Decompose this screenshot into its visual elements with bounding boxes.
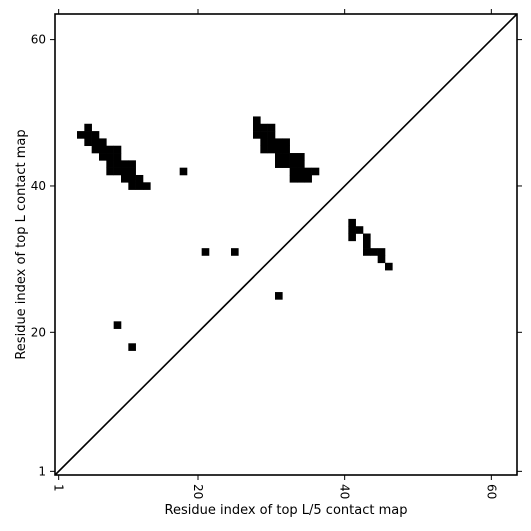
contact-top-l5-1	[231, 248, 239, 256]
contact-top-l5-6	[348, 226, 356, 234]
contact-top-l-24	[135, 174, 144, 183]
contact-top-l-19	[113, 167, 122, 176]
contact-top-l-11	[99, 153, 107, 161]
contact-top-l-34	[260, 131, 268, 139]
contact-top-l-56	[289, 174, 298, 183]
contact-top-l-18	[106, 167, 114, 176]
contact-top-l5-13	[377, 248, 386, 256]
contact-top-l-40	[260, 145, 268, 154]
contact-top-l5-7	[355, 226, 364, 234]
contact-top-l-21	[128, 167, 136, 176]
contact-top-l-36	[260, 138, 268, 147]
contact-top-l-32	[267, 123, 276, 132]
contact-top-l-28	[179, 167, 188, 176]
contact-top-l-10	[113, 145, 122, 154]
diagonal-line	[54, 13, 518, 476]
tick-labels: 1 20 40 60 1 20 40 60	[31, 33, 499, 500]
contact-top-l5-11	[363, 248, 371, 256]
y-tick-label-0: 1	[38, 464, 46, 478]
contact-top-l-8	[99, 145, 107, 154]
contact-top-l-51	[297, 160, 305, 168]
contact-top-l-47	[297, 153, 305, 161]
contact-top-l5-10	[363, 240, 371, 249]
contact-top-l-4	[84, 138, 92, 147]
contact-top-l-44	[275, 153, 283, 161]
contact-top-l-0	[77, 131, 85, 139]
contact-top-l-54	[304, 167, 312, 176]
contact-top-l-30	[253, 123, 261, 132]
contact-top-l-5	[91, 138, 100, 147]
contact-top-l-15	[113, 160, 122, 168]
contact-top-l-20	[121, 167, 129, 176]
x-tick-label-1: 20	[191, 484, 205, 499]
contact-top-l-12	[106, 153, 114, 161]
contact-top-l-16	[121, 160, 129, 168]
contact-top-l-26	[135, 182, 144, 190]
contact-top-l-2	[84, 123, 92, 132]
x-tick-label-2: 40	[338, 484, 352, 499]
contact-top-l-46	[289, 153, 298, 161]
x-tick-label-3: 60	[484, 484, 498, 499]
contact-top-l5-8	[348, 233, 356, 242]
contact-top-l-22	[121, 174, 129, 183]
contact-top-l-50	[289, 160, 298, 168]
contact-top-l-55	[311, 167, 320, 176]
y-tick-label-1: 20	[31, 325, 46, 339]
contact-top-l-6	[99, 138, 107, 147]
contact-top-l-31	[260, 123, 268, 132]
contact-top-l5-12	[370, 248, 378, 256]
contact-top-l-27	[143, 182, 151, 190]
y-axis-label: Residue index of top L contact map	[14, 129, 29, 359]
contact-top-l-41	[267, 145, 276, 154]
contact-top-l5-3	[113, 321, 122, 329]
contact-top-l5-5	[348, 218, 356, 227]
contact-top-l-9	[106, 145, 114, 154]
contact-top-l-48	[275, 160, 283, 168]
contact-top-l-42	[275, 145, 283, 154]
contact-top-l-14	[106, 160, 114, 168]
contact-top-l-29	[253, 116, 261, 125]
contact-top-l-39	[282, 138, 290, 147]
contact-marks	[77, 116, 393, 351]
tick-marks	[50, 9, 522, 480]
contact-top-l5-4	[128, 343, 136, 351]
contact-top-l-49	[282, 160, 290, 168]
x-tick-label-0: 1	[52, 484, 66, 492]
contact-top-l-25	[128, 182, 136, 190]
contact-top-l-53	[297, 167, 305, 176]
contact-top-l-33	[253, 131, 261, 139]
contact-top-l-38	[275, 138, 283, 147]
y-tick-label-2: 40	[31, 179, 46, 193]
contact-top-l5-0	[201, 248, 210, 256]
contact-top-l-13	[113, 153, 122, 161]
contact-top-l-57	[297, 174, 305, 183]
contact-top-l-7	[91, 145, 100, 154]
contact-top-l-58	[304, 174, 312, 183]
plot-frame	[54, 13, 518, 476]
contact-top-l-17	[128, 160, 136, 168]
contact-top-l-3	[91, 131, 100, 139]
contact-top-l-37	[267, 138, 276, 147]
contact-top-l-45	[282, 153, 290, 161]
contact-top-l-1	[84, 131, 92, 139]
contact-top-l5-14	[377, 255, 386, 264]
contact-top-l-43	[282, 145, 290, 154]
contact-top-l5-15	[385, 262, 393, 271]
x-axis-label: Residue index of top L/5 contact map	[165, 503, 408, 518]
contact-top-l-35	[267, 131, 276, 139]
contact-top-l-52	[289, 167, 298, 176]
y-tick-label-3: 60	[31, 33, 46, 47]
contact-top-l5-2	[275, 292, 283, 300]
contact-top-l-23	[128, 174, 136, 183]
contact-top-l5-9	[363, 233, 371, 242]
